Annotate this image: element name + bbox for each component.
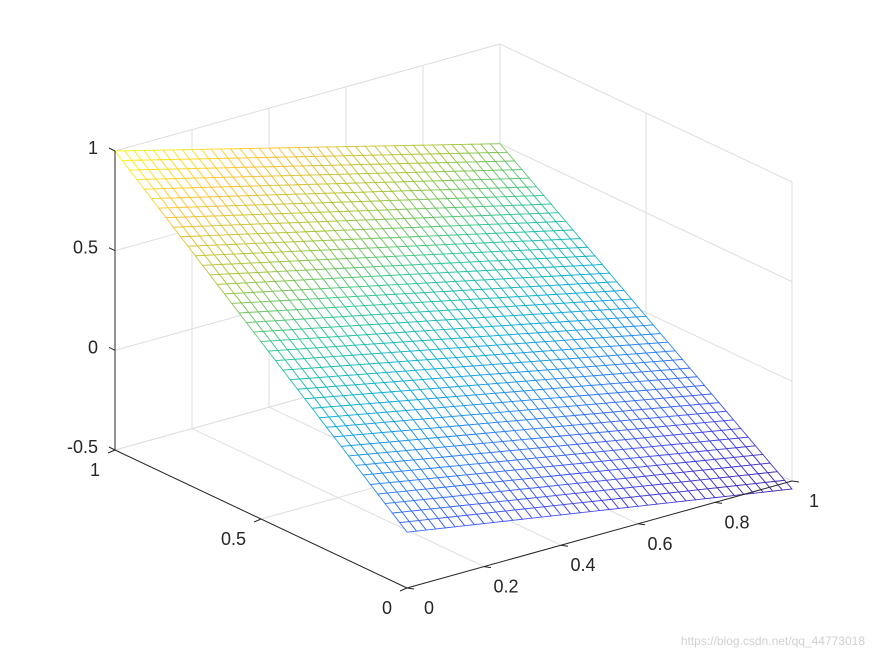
x-tick-mark: [560, 544, 569, 547]
z-tick-label: 1: [88, 138, 98, 158]
watermark-text: https://blog.csdn.net/qq_44773018: [680, 634, 865, 648]
z-tick-label: 0: [88, 337, 98, 357]
x-tick-mark: [714, 501, 723, 504]
x-tick-label: 0: [424, 598, 434, 618]
grid-line-z-back: [114, 43, 501, 152]
surface-mesh: [114, 143, 793, 533]
x-tick-label: 0.2: [493, 577, 518, 597]
grid-line-z-side: [499, 43, 793, 183]
x-tick-label: 0.8: [724, 512, 749, 532]
y-tick-mark: [253, 518, 262, 523]
x-tick-mark: [483, 566, 492, 569]
z-tick-mark: [108, 446, 116, 451]
grid-line-z-side: [499, 143, 793, 283]
x-axis-line: [406, 480, 793, 589]
surface-cell: [774, 479, 793, 491]
y-tick-mark: [107, 449, 116, 454]
y-tick-label: 0: [382, 598, 392, 618]
x-tick-label: 0.6: [647, 534, 672, 554]
z-tick-label: 0.5: [73, 238, 98, 258]
y-tick-label: 0.5: [221, 529, 246, 549]
y-tick-label: 1: [90, 460, 100, 480]
y-tick-mark: [399, 587, 408, 592]
z-tick-mark: [108, 346, 116, 351]
z-tick-mark: [108, 147, 116, 152]
axes-lines: [107, 147, 800, 592]
z-tick-mark: [108, 247, 116, 252]
x-tick-label: 1: [809, 491, 819, 511]
x-tick-mark: [637, 523, 646, 526]
z-tick-label: -0.5: [67, 437, 98, 457]
x-tick-label: 0.4: [570, 555, 595, 575]
tick-labels: 0 0.2 0.4 0.6 0.8 1 0 0.5 1 -0.5 0 0.5 1: [67, 138, 819, 618]
x-tick-mark: [406, 587, 415, 590]
x-tick-mark: [791, 480, 800, 483]
